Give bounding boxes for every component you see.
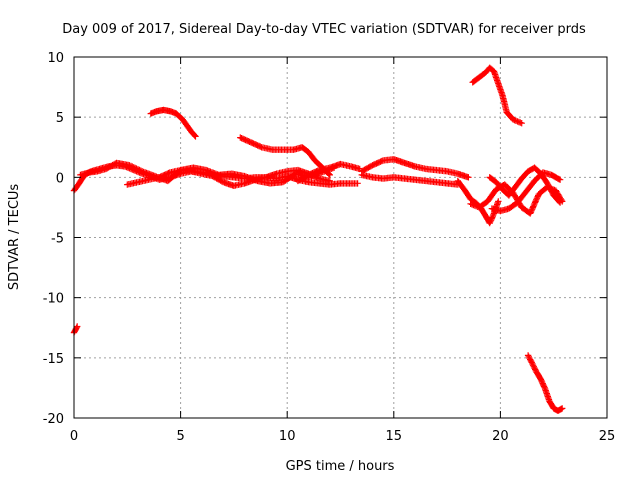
data-points bbox=[70, 64, 566, 414]
y-axis-label: SDTVAR / TECUs bbox=[7, 184, 22, 291]
axis-ticks: 0 5 10 15 20 25 -20 -15 -10 -5 0 5 10 bbox=[43, 51, 616, 444]
x-axis-label: GPS time / hours bbox=[286, 459, 395, 474]
x-tick-label: 5 bbox=[176, 429, 184, 444]
grid bbox=[74, 57, 607, 418]
chart-title: Day 009 of 2017, Sidereal Day-to-day VTE… bbox=[62, 22, 586, 37]
data-point-markers bbox=[358, 171, 461, 188]
y-tick-label: 0 bbox=[56, 171, 64, 186]
x-tick-label: 25 bbox=[599, 429, 616, 444]
series-arc-bottom-end bbox=[524, 352, 566, 414]
y-tick-label: 10 bbox=[47, 51, 64, 66]
series-arc-14 bbox=[358, 156, 472, 181]
series-arc-14-low bbox=[358, 171, 461, 188]
data-point-markers bbox=[358, 156, 472, 181]
data-point-markers bbox=[488, 169, 564, 215]
y-tick-label: 5 bbox=[56, 111, 64, 126]
data-point-markers bbox=[147, 106, 199, 140]
series-arc-hump-5 bbox=[147, 106, 199, 140]
series-arc-mid-b bbox=[294, 160, 363, 185]
y-tick-label: -5 bbox=[51, 232, 64, 247]
series-arc-19-down bbox=[454, 177, 502, 227]
series-arc-peak-9 bbox=[469, 64, 525, 127]
data-point-markers bbox=[70, 323, 81, 336]
x-tick-label: 15 bbox=[386, 429, 403, 444]
x-tick-label: 20 bbox=[492, 429, 509, 444]
y-tick-label: -10 bbox=[43, 292, 64, 307]
y-tick-label: -15 bbox=[43, 352, 64, 367]
series-arc-20-low bbox=[488, 169, 564, 215]
data-point-markers bbox=[524, 352, 566, 414]
y-tick-label: -20 bbox=[43, 412, 64, 427]
series-arc-low-start bbox=[70, 323, 81, 336]
data-point-markers bbox=[294, 160, 363, 185]
x-tick-label: 0 bbox=[70, 429, 78, 444]
data-point-markers bbox=[454, 177, 502, 227]
x-tick-label: 10 bbox=[279, 429, 296, 444]
data-point-markers bbox=[469, 64, 525, 127]
